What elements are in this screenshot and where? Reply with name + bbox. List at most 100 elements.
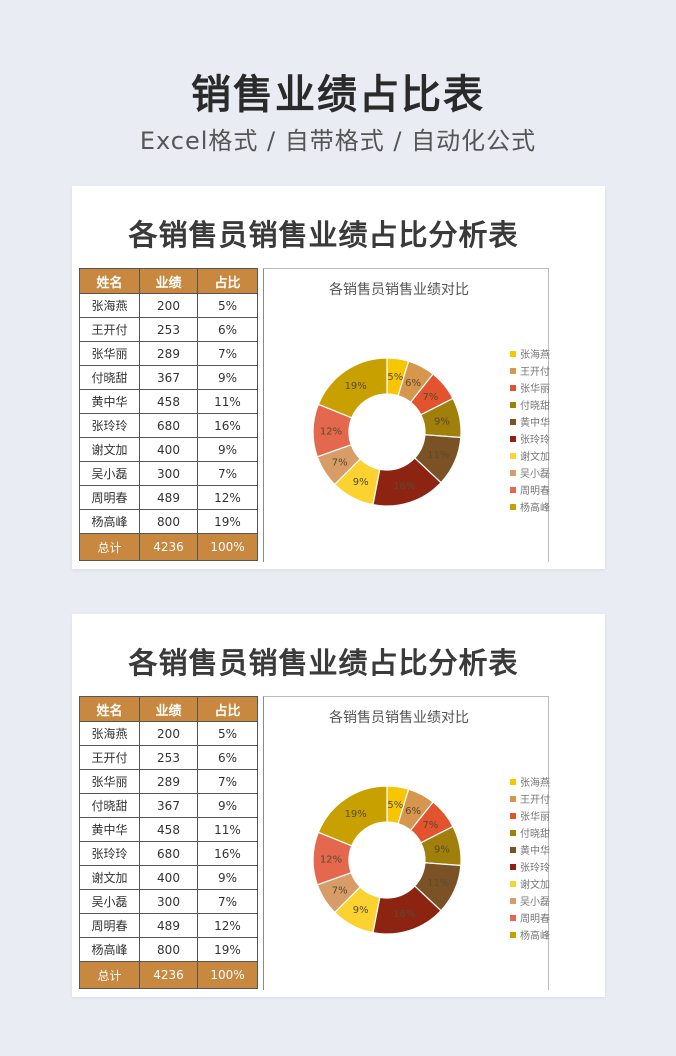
legend-swatch — [510, 829, 516, 836]
total-label: 总计 — [79, 961, 140, 989]
cell-value: 458 — [139, 389, 198, 414]
cell-pct: 5% — [197, 721, 258, 746]
table-header-row: 姓名 业绩 占比 — [79, 268, 258, 294]
table-row: 王开付 253 6% — [79, 745, 258, 770]
cell-pct: 9% — [197, 793, 258, 818]
total-pct: 100% — [197, 533, 258, 561]
slice-label: 12% — [320, 854, 342, 865]
slice-label: 11% — [427, 878, 449, 889]
cell-name: 吴小磊 — [79, 461, 140, 486]
table-row: 张华丽 289 7% — [79, 341, 258, 366]
cell-value: 458 — [139, 817, 198, 842]
cell-name: 黄中华 — [79, 817, 140, 842]
slice-label: 9% — [353, 477, 369, 488]
total-row: 总计 4236 100% — [79, 533, 258, 561]
legend-swatch — [510, 401, 516, 408]
slice-label: 19% — [345, 381, 367, 392]
legend-label: 杨高峰 — [520, 503, 550, 514]
slice-label: 7% — [332, 885, 348, 896]
cell-value: 200 — [139, 293, 198, 318]
cell-pct: 19% — [197, 937, 258, 962]
legend-label: 付晓甜 — [520, 829, 550, 840]
total-value: 4236 — [139, 961, 198, 989]
legend-label: 张海燕 — [520, 778, 550, 789]
legend-item: 张海燕 — [510, 773, 550, 790]
legend-swatch — [510, 469, 516, 476]
cell-pct: 16% — [197, 413, 258, 438]
cell-pct: 19% — [197, 509, 258, 534]
legend-label: 黄中华 — [520, 846, 550, 857]
cell-name: 杨高峰 — [79, 509, 140, 534]
legend-label: 张华丽 — [520, 384, 550, 395]
cell-name: 周明春 — [79, 485, 140, 510]
column-header-name: 姓名 — [79, 268, 140, 294]
table-row: 杨高峰 800 19% — [79, 509, 258, 534]
table-row: 张玲玲 680 16% — [79, 841, 258, 866]
cell-name: 王开付 — [79, 745, 140, 770]
slice-label: 5% — [387, 800, 403, 811]
cell-value: 253 — [139, 317, 198, 342]
cell-pct: 9% — [197, 365, 258, 390]
table-row: 吴小磊 300 7% — [79, 889, 258, 914]
slice-label: 16% — [393, 481, 415, 492]
legend-label: 谢文加 — [520, 880, 550, 891]
sheet-preview-2: 各销售员销售业绩占比分析表 姓名 业绩 占比 张海燕 200 5% 王开付 253 6% 张… — [72, 614, 605, 997]
cell-name: 付晓甜 — [79, 365, 140, 390]
legend-item: 张华丽 — [510, 807, 550, 824]
donut-chart: 各销售员销售业绩对比 5% 6% 7% 9% 11% 16% 9% 7% 12% 19% 张海燕王… — [263, 696, 550, 990]
cell-pct: 11% — [197, 817, 258, 842]
legend-label: 杨高峰 — [520, 931, 550, 942]
legend-item: 杨高峰 — [510, 498, 550, 515]
sales-table: 姓名 业绩 占比 张海燕 200 5% 王开付 253 6% 张华丽 289 7% 付晓甜 367 9… — [79, 268, 258, 561]
legend-item: 张玲玲 — [510, 430, 550, 447]
legend-swatch — [510, 931, 516, 938]
sheet-title: 各销售员销售业绩占比分析表 — [128, 646, 519, 680]
table-row: 付晓甜 367 9% — [79, 365, 258, 390]
legend-item: 谢文加 — [510, 875, 550, 892]
column-header-value: 业绩 — [139, 268, 198, 294]
cell-value: 300 — [139, 461, 198, 486]
total-row: 总计 4236 100% — [79, 961, 258, 989]
legend-swatch — [510, 914, 516, 921]
slice-label: 7% — [422, 392, 438, 403]
cell-value: 367 — [139, 365, 198, 390]
legend-item: 张华丽 — [510, 379, 550, 396]
legend-swatch — [510, 350, 516, 357]
cell-name: 谢文加 — [79, 437, 140, 462]
cell-pct: 7% — [197, 889, 258, 914]
table-row: 周明春 489 12% — [79, 913, 258, 938]
table-row: 王开付 253 6% — [79, 317, 258, 342]
legend-label: 吴小磊 — [520, 469, 550, 480]
cell-name: 谢文加 — [79, 865, 140, 890]
page-title: 销售业绩占比表 — [191, 72, 485, 118]
legend-item: 付晓甜 — [510, 824, 550, 841]
legend-swatch — [510, 846, 516, 853]
legend-label: 付晓甜 — [520, 401, 550, 412]
slice-label: 7% — [332, 457, 348, 468]
sales-table: 姓名 业绩 占比 张海燕 200 5% 王开付 253 6% 张华丽 289 7% 付晓甜 367 9… — [79, 696, 258, 989]
table-row: 谢文加 400 9% — [79, 865, 258, 890]
cell-pct: 7% — [197, 341, 258, 366]
cell-pct: 16% — [197, 841, 258, 866]
cell-value: 680 — [139, 841, 198, 866]
slice-label: 6% — [405, 378, 421, 389]
cell-name: 周明春 — [79, 913, 140, 938]
cell-value: 367 — [139, 793, 198, 818]
cell-pct: 7% — [197, 769, 258, 794]
cell-value: 800 — [139, 509, 198, 534]
table-row: 张海燕 200 5% — [79, 721, 258, 746]
legend-swatch — [510, 795, 516, 802]
legend-swatch — [510, 812, 516, 819]
total-label: 总计 — [79, 533, 140, 561]
cell-name: 付晓甜 — [79, 793, 140, 818]
legend-label: 周明春 — [520, 914, 550, 925]
table-row: 黄中华 458 11% — [79, 389, 258, 414]
legend-item: 吴小磊 — [510, 464, 550, 481]
cell-value: 400 — [139, 437, 198, 462]
legend-swatch — [510, 778, 516, 785]
legend-item: 周明春 — [510, 909, 550, 926]
total-pct: 100% — [197, 961, 258, 989]
legend-item: 王开付 — [510, 790, 550, 807]
legend-swatch — [510, 435, 516, 442]
legend-swatch — [510, 452, 516, 459]
